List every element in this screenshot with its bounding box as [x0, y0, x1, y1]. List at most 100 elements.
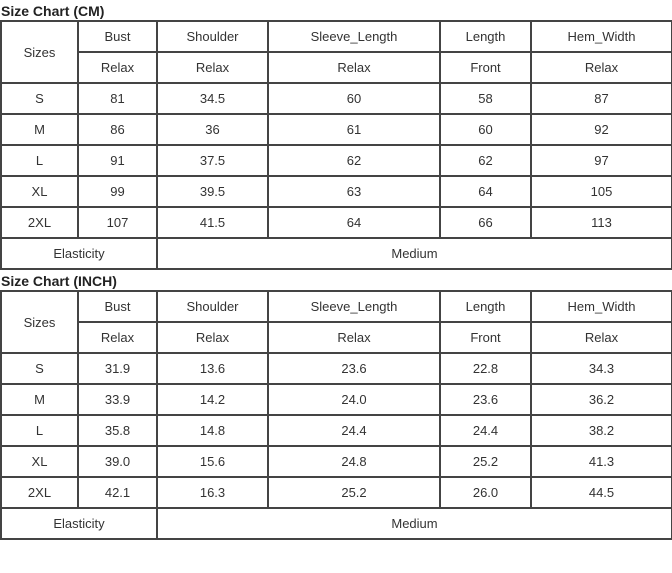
subheader-row: Relax Relax Relax Front Relax	[1, 321, 672, 354]
elasticity-row: Elasticity Medium	[0, 507, 672, 540]
measurement-cell: 15.6	[156, 445, 269, 478]
measurement-cell: 24.4	[267, 414, 441, 447]
column-subheader: Relax	[156, 321, 269, 354]
size-label: 2XL	[0, 206, 79, 239]
measurement-cell: 24.0	[267, 383, 441, 416]
measurement-cell: 62	[267, 144, 441, 177]
measurement-cell: 62	[439, 144, 532, 177]
size-label: L	[0, 414, 79, 447]
size-chart-document: Size Chart (CM) Sizes Bust Shoulder Sleeve_L…	[0, 3, 672, 540]
size-label: L	[0, 144, 79, 177]
elasticity-label: Elasticity	[0, 507, 158, 540]
table-row: XL 39.0 15.6 24.8 25.2 41.3	[0, 445, 672, 478]
table-row: M 86 36 61 60 92	[0, 113, 672, 146]
column-subheader: Relax	[530, 51, 672, 84]
column-subheader: Relax	[77, 51, 158, 84]
measurement-cell: 13.6	[156, 352, 269, 385]
table-row: XL 99 39.5 63 64 105	[0, 175, 672, 208]
measurement-cell: 60	[267, 82, 441, 115]
measurement-cell: 39.0	[77, 445, 158, 478]
measurement-cell: 42.1	[77, 476, 158, 509]
measurement-cell: 41.3	[530, 445, 672, 478]
measurement-cell: 16.3	[156, 476, 269, 509]
column-header: Hem_Width	[530, 20, 672, 53]
size-label: M	[0, 113, 79, 146]
sizes-header: Sizes	[0, 20, 79, 84]
measurement-cell: 97	[530, 144, 672, 177]
measurement-cell: 61	[267, 113, 441, 146]
column-subheader: Relax	[267, 51, 441, 84]
table-row: L 91 37.5 62 62 97	[0, 144, 672, 177]
column-header: Shoulder	[156, 290, 269, 323]
measurement-cell: 22.8	[439, 352, 532, 385]
sizes-header: Sizes	[0, 290, 79, 354]
size-label: 2XL	[0, 476, 79, 509]
column-subheader: Relax	[530, 321, 672, 354]
column-header: Length	[439, 290, 532, 323]
column-header: Sleeve_Length	[267, 290, 441, 323]
column-subheader: Relax	[267, 321, 441, 354]
measurement-cell: 107	[77, 206, 158, 239]
elasticity-value: Medium	[156, 237, 672, 270]
elasticity-row: Elasticity Medium	[0, 237, 672, 270]
measurement-cell: 113	[530, 206, 672, 239]
header-row: Sizes Bust Shoulder Sleeve_Length Length Hem_…	[0, 290, 672, 354]
measurement-cell: 26.0	[439, 476, 532, 509]
subheader-row: Relax Relax Relax Front Relax	[1, 51, 672, 84]
measurement-cell: 87	[530, 82, 672, 115]
size-label: S	[0, 352, 79, 385]
size-label: S	[0, 82, 79, 115]
measurement-cell: 58	[439, 82, 532, 115]
measurement-cell: 34.3	[530, 352, 672, 385]
table-row: S 81 34.5 60 58 87	[0, 82, 672, 115]
measurement-cell: 23.6	[439, 383, 532, 416]
column-subheader: Relax	[77, 321, 158, 354]
measurement-cell: 81	[77, 82, 158, 115]
measurement-cell: 34.5	[156, 82, 269, 115]
column-subheader: Front	[439, 321, 532, 354]
column-header: Bust	[77, 20, 158, 53]
measurement-cell: 14.2	[156, 383, 269, 416]
elasticity-label: Elasticity	[0, 237, 158, 270]
measurement-cell: 33.9	[77, 383, 158, 416]
size-table: Sizes Bust Shoulder Sleeve_Length Length Hem_…	[0, 290, 672, 540]
table-row: S 31.9 13.6 23.6 22.8 34.3	[0, 352, 672, 385]
measurement-cell: 44.5	[530, 476, 672, 509]
column-header: Length	[439, 20, 532, 53]
measurement-cell: 86	[77, 113, 158, 146]
column-header: Shoulder	[156, 20, 269, 53]
measurement-cell: 23.6	[267, 352, 441, 385]
measurement-cell: 31.9	[77, 352, 158, 385]
measurement-cell: 105	[530, 175, 672, 208]
table-row: L 35.8 14.8 24.4 24.4 38.2	[0, 414, 672, 447]
measurement-cell: 36.2	[530, 383, 672, 416]
measurement-cell: 25.2	[267, 476, 441, 509]
size-table: Sizes Bust Shoulder Sleeve_Length Length Hem_…	[0, 20, 672, 270]
size-label: M	[0, 383, 79, 416]
size-label: XL	[0, 445, 79, 478]
measurement-cell: 64	[439, 175, 532, 208]
column-subheader: Front	[439, 51, 532, 84]
column-header: Sleeve_Length	[267, 20, 441, 53]
measurement-cell: 14.8	[156, 414, 269, 447]
measurement-cell: 37.5	[156, 144, 269, 177]
measurement-cell: 35.8	[77, 414, 158, 447]
column-header: Hem_Width	[530, 290, 672, 323]
size-label: XL	[0, 175, 79, 208]
measurement-cell: 38.2	[530, 414, 672, 447]
table-row: M 33.9 14.2 24.0 23.6 36.2	[0, 383, 672, 416]
table-row: 2XL 42.1 16.3 25.2 26.0 44.5	[0, 476, 672, 509]
measurement-cell: 24.8	[267, 445, 441, 478]
measurement-cell: 99	[77, 175, 158, 208]
measurement-cell: 66	[439, 206, 532, 239]
measurement-cell: 41.5	[156, 206, 269, 239]
measurement-cell: 36	[156, 113, 269, 146]
header-row: Sizes Bust Shoulder Sleeve_Length Length Hem_…	[0, 20, 672, 84]
elasticity-value: Medium	[156, 507, 672, 540]
measurement-cell: 24.4	[439, 414, 532, 447]
measurement-cell: 60	[439, 113, 532, 146]
column-subheader: Relax	[156, 51, 269, 84]
table-row: 2XL 107 41.5 64 66 113	[0, 206, 672, 239]
measurement-cell: 39.5	[156, 175, 269, 208]
chart-title: Size Chart (INCH)	[1, 273, 117, 289]
